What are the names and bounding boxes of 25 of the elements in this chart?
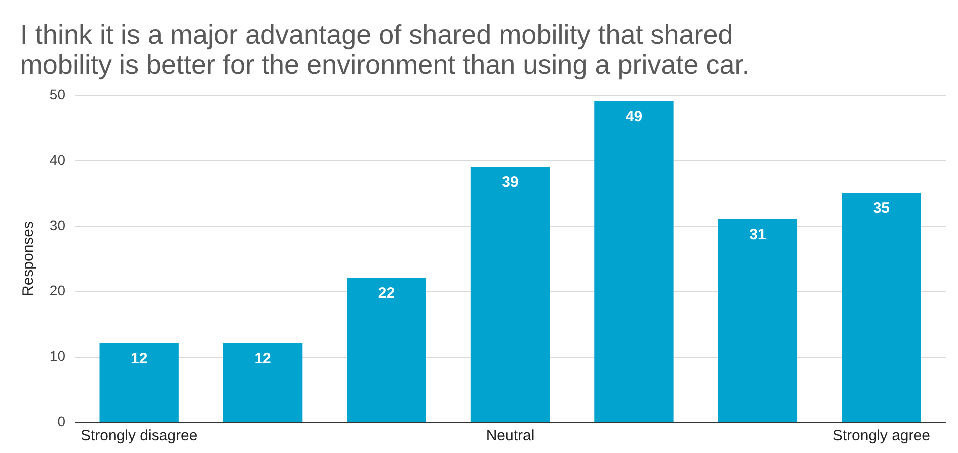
data-label: 22 — [378, 285, 396, 302]
x-tick-label: Neutral — [486, 428, 535, 444]
bar — [594, 102, 674, 422]
y-tick-label: 30 — [50, 217, 66, 234]
y-tick-label: 40 — [50, 152, 66, 168]
bar — [470, 166, 550, 422]
y-tick-label: 20 — [50, 282, 66, 299]
bar — [347, 278, 426, 422]
data-label: 35 — [873, 200, 890, 218]
y-tick-label: 50 — [50, 86, 66, 102]
y-tick-label: 0 — [58, 414, 66, 430]
bar — [223, 344, 303, 422]
bar — [718, 219, 798, 422]
bar — [100, 344, 179, 422]
chart-title: I think it is a major advantage of shared mobility that shared mobility is better for the environment than using a private car. — [20, 20, 750, 80]
y-axis-title: Responses — [20, 221, 37, 297]
data-label: 31 — [750, 226, 766, 244]
data-label: 39 — [502, 174, 519, 191]
data-label: 12 — [254, 350, 272, 368]
x-tick-label: Strongly disagree — [80, 428, 198, 444]
x-tick-label: Strongly agree — [832, 428, 930, 444]
data-label: 49 — [626, 108, 643, 126]
bar — [842, 193, 922, 422]
y-tick-label: 10 — [50, 348, 66, 364]
data-label: 12 — [130, 350, 148, 368]
